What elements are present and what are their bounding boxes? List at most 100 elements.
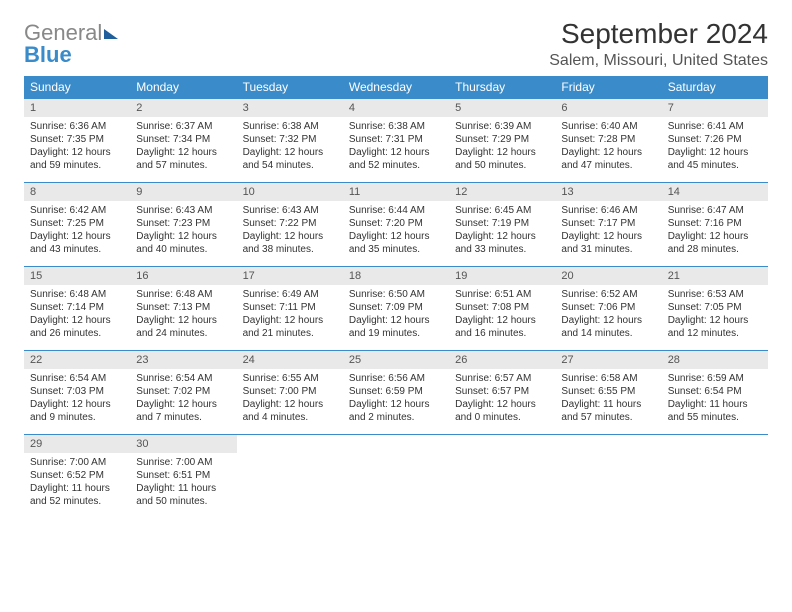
day-number: 4 bbox=[343, 99, 449, 117]
calendar-week-row: 22Sunrise: 6:54 AMSunset: 7:03 PMDayligh… bbox=[24, 351, 768, 435]
day-number: 25 bbox=[343, 351, 449, 369]
calendar-day-cell bbox=[343, 435, 449, 519]
calendar-day-cell: 18Sunrise: 6:50 AMSunset: 7:09 PMDayligh… bbox=[343, 267, 449, 351]
day-number: 16 bbox=[130, 267, 236, 285]
calendar-day-cell bbox=[555, 435, 661, 519]
day-details: Sunrise: 6:57 AMSunset: 6:57 PMDaylight:… bbox=[449, 369, 555, 428]
day-number: 20 bbox=[555, 267, 661, 285]
calendar-day-cell bbox=[237, 435, 343, 519]
logo-triangle-icon bbox=[104, 29, 118, 39]
day-number: 8 bbox=[24, 183, 130, 201]
calendar-day-cell: 12Sunrise: 6:45 AMSunset: 7:19 PMDayligh… bbox=[449, 183, 555, 267]
day-number: 17 bbox=[237, 267, 343, 285]
day-details: Sunrise: 7:00 AMSunset: 6:52 PMDaylight:… bbox=[24, 453, 130, 512]
calendar-day-cell: 25Sunrise: 6:56 AMSunset: 6:59 PMDayligh… bbox=[343, 351, 449, 435]
day-number: 10 bbox=[237, 183, 343, 201]
day-number: 26 bbox=[449, 351, 555, 369]
weekday-header: Saturday bbox=[662, 76, 768, 99]
day-number: 24 bbox=[237, 351, 343, 369]
day-details: Sunrise: 6:46 AMSunset: 7:17 PMDaylight:… bbox=[555, 201, 661, 260]
calendar-day-cell: 13Sunrise: 6:46 AMSunset: 7:17 PMDayligh… bbox=[555, 183, 661, 267]
day-number: 29 bbox=[24, 435, 130, 453]
weekday-header: Thursday bbox=[449, 76, 555, 99]
calendar-day-cell: 16Sunrise: 6:48 AMSunset: 7:13 PMDayligh… bbox=[130, 267, 236, 351]
day-number: 27 bbox=[555, 351, 661, 369]
calendar-week-row: 1Sunrise: 6:36 AMSunset: 7:35 PMDaylight… bbox=[24, 99, 768, 183]
calendar-day-cell: 27Sunrise: 6:58 AMSunset: 6:55 PMDayligh… bbox=[555, 351, 661, 435]
calendar-week-row: 15Sunrise: 6:48 AMSunset: 7:14 PMDayligh… bbox=[24, 267, 768, 351]
day-details: Sunrise: 6:53 AMSunset: 7:05 PMDaylight:… bbox=[662, 285, 768, 344]
logo-text-2: Blue bbox=[24, 42, 72, 67]
calendar-day-cell: 8Sunrise: 6:42 AMSunset: 7:25 PMDaylight… bbox=[24, 183, 130, 267]
day-number: 14 bbox=[662, 183, 768, 201]
day-number: 19 bbox=[449, 267, 555, 285]
day-details: Sunrise: 6:36 AMSunset: 7:35 PMDaylight:… bbox=[24, 117, 130, 176]
day-number: 22 bbox=[24, 351, 130, 369]
day-number: 11 bbox=[343, 183, 449, 201]
day-details: Sunrise: 6:39 AMSunset: 7:29 PMDaylight:… bbox=[449, 117, 555, 176]
calendar-day-cell: 14Sunrise: 6:47 AMSunset: 7:16 PMDayligh… bbox=[662, 183, 768, 267]
day-number: 7 bbox=[662, 99, 768, 117]
day-details: Sunrise: 6:56 AMSunset: 6:59 PMDaylight:… bbox=[343, 369, 449, 428]
calendar-day-cell: 24Sunrise: 6:55 AMSunset: 7:00 PMDayligh… bbox=[237, 351, 343, 435]
day-number: 1 bbox=[24, 99, 130, 117]
day-number: 3 bbox=[237, 99, 343, 117]
day-details: Sunrise: 6:38 AMSunset: 7:31 PMDaylight:… bbox=[343, 117, 449, 176]
calendar-day-cell: 2Sunrise: 6:37 AMSunset: 7:34 PMDaylight… bbox=[130, 99, 236, 183]
calendar-day-cell: 19Sunrise: 6:51 AMSunset: 7:08 PMDayligh… bbox=[449, 267, 555, 351]
calendar-day-cell: 9Sunrise: 6:43 AMSunset: 7:23 PMDaylight… bbox=[130, 183, 236, 267]
day-details: Sunrise: 6:50 AMSunset: 7:09 PMDaylight:… bbox=[343, 285, 449, 344]
day-details: Sunrise: 6:44 AMSunset: 7:20 PMDaylight:… bbox=[343, 201, 449, 260]
weekday-header-row: SundayMondayTuesdayWednesdayThursdayFrid… bbox=[24, 76, 768, 99]
day-details: Sunrise: 6:43 AMSunset: 7:22 PMDaylight:… bbox=[237, 201, 343, 260]
logo: General Blue bbox=[24, 18, 118, 66]
calendar-day-cell: 23Sunrise: 6:54 AMSunset: 7:02 PMDayligh… bbox=[130, 351, 236, 435]
day-details: Sunrise: 7:00 AMSunset: 6:51 PMDaylight:… bbox=[130, 453, 236, 512]
day-details: Sunrise: 6:37 AMSunset: 7:34 PMDaylight:… bbox=[130, 117, 236, 176]
calendar-week-row: 29Sunrise: 7:00 AMSunset: 6:52 PMDayligh… bbox=[24, 435, 768, 519]
calendar-day-cell: 10Sunrise: 6:43 AMSunset: 7:22 PMDayligh… bbox=[237, 183, 343, 267]
day-details: Sunrise: 6:54 AMSunset: 7:02 PMDaylight:… bbox=[130, 369, 236, 428]
calendar-table: SundayMondayTuesdayWednesdayThursdayFrid… bbox=[24, 76, 768, 519]
weekday-header: Wednesday bbox=[343, 76, 449, 99]
calendar-day-cell: 6Sunrise: 6:40 AMSunset: 7:28 PMDaylight… bbox=[555, 99, 661, 183]
day-details: Sunrise: 6:58 AMSunset: 6:55 PMDaylight:… bbox=[555, 369, 661, 428]
day-number: 12 bbox=[449, 183, 555, 201]
calendar-day-cell: 21Sunrise: 6:53 AMSunset: 7:05 PMDayligh… bbox=[662, 267, 768, 351]
day-details: Sunrise: 6:48 AMSunset: 7:14 PMDaylight:… bbox=[24, 285, 130, 344]
calendar-day-cell bbox=[662, 435, 768, 519]
day-number: 15 bbox=[24, 267, 130, 285]
day-details: Sunrise: 6:51 AMSunset: 7:08 PMDaylight:… bbox=[449, 285, 555, 344]
page-title: September 2024 bbox=[549, 18, 768, 50]
day-number: 21 bbox=[662, 267, 768, 285]
calendar-day-cell bbox=[449, 435, 555, 519]
day-number: 23 bbox=[130, 351, 236, 369]
calendar-day-cell: 28Sunrise: 6:59 AMSunset: 6:54 PMDayligh… bbox=[662, 351, 768, 435]
calendar-day-cell: 3Sunrise: 6:38 AMSunset: 7:32 PMDaylight… bbox=[237, 99, 343, 183]
weekday-header: Tuesday bbox=[237, 76, 343, 99]
calendar-day-cell: 30Sunrise: 7:00 AMSunset: 6:51 PMDayligh… bbox=[130, 435, 236, 519]
calendar-day-cell: 29Sunrise: 7:00 AMSunset: 6:52 PMDayligh… bbox=[24, 435, 130, 519]
weekday-header: Monday bbox=[130, 76, 236, 99]
calendar-day-cell: 5Sunrise: 6:39 AMSunset: 7:29 PMDaylight… bbox=[449, 99, 555, 183]
calendar-day-cell: 26Sunrise: 6:57 AMSunset: 6:57 PMDayligh… bbox=[449, 351, 555, 435]
location-text: Salem, Missouri, United States bbox=[549, 52, 768, 70]
day-number: 6 bbox=[555, 99, 661, 117]
calendar-day-cell: 1Sunrise: 6:36 AMSunset: 7:35 PMDaylight… bbox=[24, 99, 130, 183]
day-details: Sunrise: 6:54 AMSunset: 7:03 PMDaylight:… bbox=[24, 369, 130, 428]
weekday-header: Sunday bbox=[24, 76, 130, 99]
day-details: Sunrise: 6:42 AMSunset: 7:25 PMDaylight:… bbox=[24, 201, 130, 260]
day-details: Sunrise: 6:55 AMSunset: 7:00 PMDaylight:… bbox=[237, 369, 343, 428]
calendar-week-row: 8Sunrise: 6:42 AMSunset: 7:25 PMDaylight… bbox=[24, 183, 768, 267]
weekday-header: Friday bbox=[555, 76, 661, 99]
title-block: September 2024 Salem, Missouri, United S… bbox=[549, 18, 768, 70]
calendar-day-cell: 11Sunrise: 6:44 AMSunset: 7:20 PMDayligh… bbox=[343, 183, 449, 267]
day-number: 30 bbox=[130, 435, 236, 453]
day-details: Sunrise: 6:59 AMSunset: 6:54 PMDaylight:… bbox=[662, 369, 768, 428]
day-number: 28 bbox=[662, 351, 768, 369]
calendar-day-cell: 4Sunrise: 6:38 AMSunset: 7:31 PMDaylight… bbox=[343, 99, 449, 183]
day-number: 9 bbox=[130, 183, 236, 201]
calendar-day-cell: 20Sunrise: 6:52 AMSunset: 7:06 PMDayligh… bbox=[555, 267, 661, 351]
day-number: 5 bbox=[449, 99, 555, 117]
day-details: Sunrise: 6:47 AMSunset: 7:16 PMDaylight:… bbox=[662, 201, 768, 260]
